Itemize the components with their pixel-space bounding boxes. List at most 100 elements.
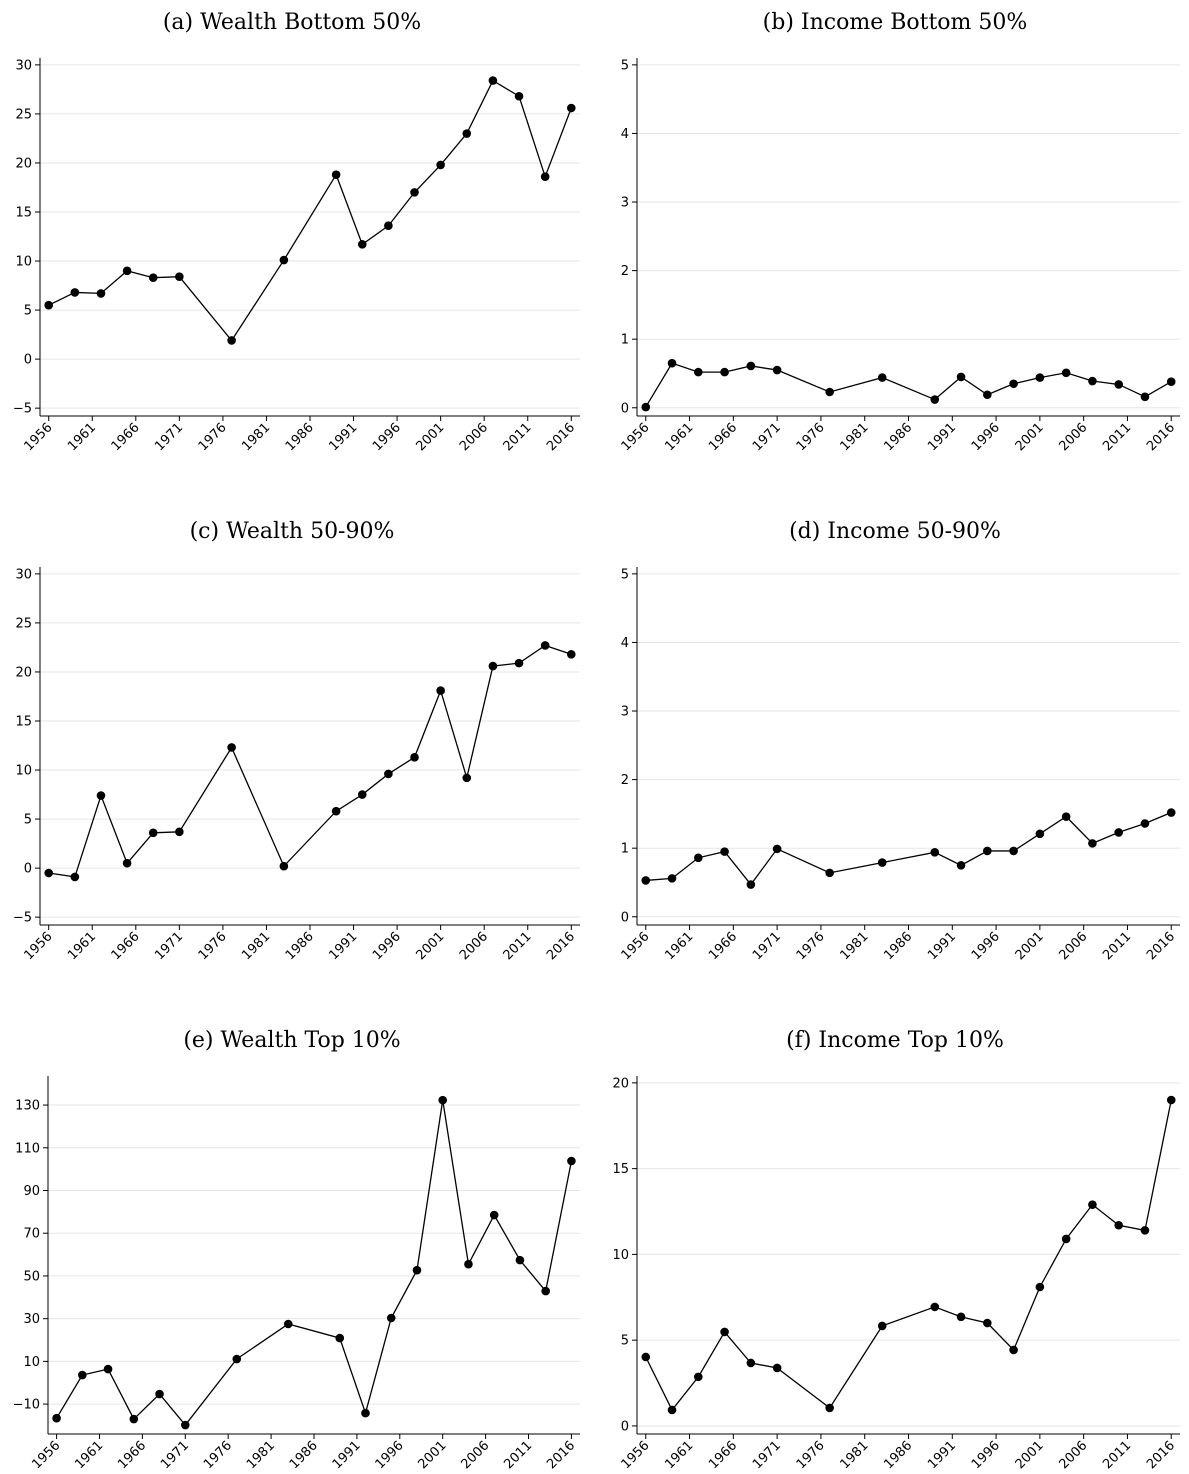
- y-tick-label: 5: [621, 58, 629, 73]
- x-tick-label: 1956: [22, 420, 56, 454]
- x-tick-label: 1956: [29, 1438, 63, 1472]
- point: [772, 365, 782, 375]
- y-tick-label: 30: [15, 58, 32, 73]
- x-tick-label: 1966: [706, 420, 740, 454]
- y-tick-label: 90: [23, 1184, 40, 1199]
- y-tick-label: 5: [24, 813, 32, 828]
- x-tick-label: 1971: [750, 929, 784, 963]
- point: [956, 1312, 966, 1322]
- line: [645, 811, 1172, 886]
- point: [410, 752, 419, 762]
- point: [1009, 379, 1018, 389]
- y-tick-label: 3: [621, 196, 629, 211]
- point: [1114, 828, 1123, 837]
- y-tick-label: −10: [13, 1398, 40, 1413]
- chart-title: (c) Wealth 50-90%: [190, 519, 395, 544]
- point: [283, 1319, 293, 1329]
- x-tick-label: 1976: [794, 420, 828, 454]
- line: [645, 362, 1172, 408]
- x-tick-label: 1976: [794, 1438, 828, 1472]
- point: [877, 858, 887, 867]
- x-tick-label: 1981: [838, 1438, 872, 1472]
- point: [489, 1210, 499, 1220]
- x-tick-label: 1986: [283, 929, 317, 963]
- point: [1035, 829, 1045, 839]
- point: [436, 160, 445, 170]
- x-tick-label: 1971: [158, 1438, 192, 1472]
- point: [566, 103, 576, 113]
- point: [1140, 819, 1150, 828]
- point: [462, 773, 472, 783]
- x-tick-label: 1986: [881, 1438, 915, 1472]
- line: [645, 1099, 1172, 1412]
- x-tick-label: 1986: [881, 929, 915, 963]
- point: [1088, 839, 1097, 848]
- point: [720, 847, 729, 856]
- x-tick-label: 1981: [838, 929, 872, 963]
- point: [357, 790, 367, 799]
- x-tick-label: 2006: [1056, 1438, 1090, 1472]
- point: [1061, 1234, 1071, 1244]
- x-tick-label: 1976: [201, 1438, 235, 1472]
- point: [175, 272, 184, 282]
- point: [1140, 392, 1150, 402]
- x-tick-label: 2001: [1013, 420, 1047, 454]
- y-tick-label: 20: [15, 156, 32, 171]
- y-tick-label: 20: [612, 1076, 629, 1091]
- x-tick-label: 1991: [925, 929, 959, 963]
- point: [438, 1095, 448, 1105]
- y-tick-label: 1: [621, 333, 629, 348]
- chart-title: (e) Wealth Top 10%: [183, 1028, 400, 1053]
- y-tick-label: −5: [13, 911, 32, 926]
- point: [825, 387, 834, 397]
- x-tick-label: 1996: [373, 1438, 407, 1472]
- y-tick-label: 30: [23, 1312, 40, 1327]
- point: [232, 1354, 242, 1364]
- point: [436, 686, 445, 695]
- x-tick-label: 1976: [196, 420, 230, 454]
- chart-title: (a) Wealth Bottom 50%: [163, 10, 421, 35]
- point: [488, 661, 498, 671]
- point: [180, 1420, 190, 1430]
- point: [1114, 380, 1123, 389]
- point: [772, 844, 782, 854]
- y-tick-label: −5: [13, 402, 32, 417]
- x-tick-label: 1966: [706, 1438, 740, 1472]
- point: [515, 1255, 525, 1265]
- y-tick-label: 15: [15, 714, 32, 729]
- y-tick-label: 25: [15, 107, 32, 122]
- point: [825, 1403, 834, 1413]
- point: [462, 129, 472, 138]
- y-tick-label: 1: [621, 842, 629, 857]
- x-tick-label: 2016: [544, 929, 578, 963]
- x-tick-label: 1971: [750, 1438, 784, 1472]
- x-tick-label: 2001: [413, 420, 447, 454]
- y-tick-label: 5: [24, 304, 32, 319]
- x-tick-label: 2011: [501, 1438, 535, 1472]
- y-tick-label: 30: [15, 567, 32, 582]
- point: [227, 336, 236, 345]
- point: [386, 1313, 396, 1323]
- point: [641, 402, 651, 412]
- x-tick-label: 2011: [1100, 1438, 1134, 1472]
- point: [1166, 377, 1176, 387]
- x-tick-label: 1961: [72, 1438, 106, 1472]
- point: [96, 791, 106, 800]
- point: [930, 1302, 940, 1312]
- x-tick-label: 1971: [152, 929, 186, 963]
- y-tick-label: 0: [24, 353, 32, 368]
- point: [384, 221, 393, 231]
- x-tick-label: 1976: [794, 929, 828, 963]
- point: [175, 827, 184, 837]
- x-tick-label: 1996: [370, 420, 404, 454]
- point: [1061, 368, 1071, 378]
- y-tick-label: 10: [612, 1248, 629, 1263]
- point: [720, 367, 729, 377]
- x-tick-label: 1986: [881, 420, 915, 454]
- x-tick-label: 1971: [152, 420, 186, 454]
- point: [78, 1370, 87, 1380]
- point: [694, 367, 703, 377]
- x-tick-label: 1966: [109, 420, 143, 454]
- point: [540, 172, 550, 181]
